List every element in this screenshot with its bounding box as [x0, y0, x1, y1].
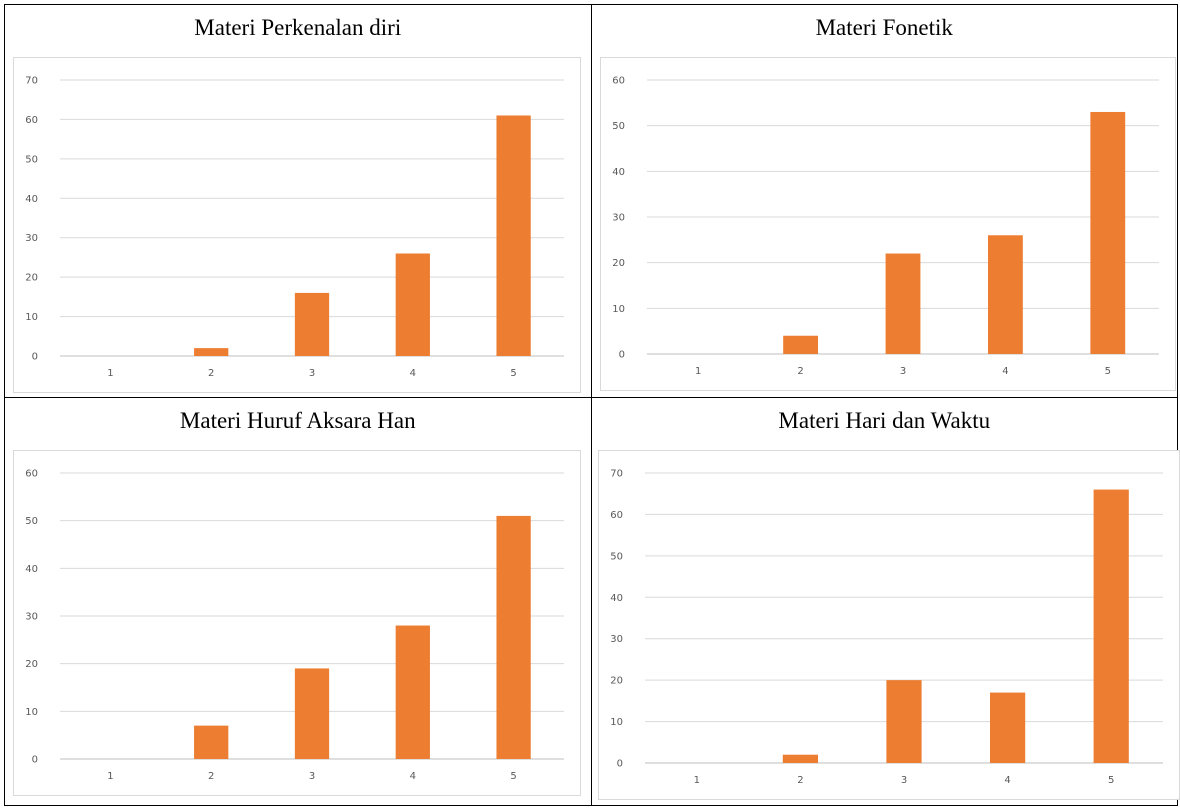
y-tick-label: 40 — [25, 564, 38, 575]
chart-cell-2: Materi Fonetik 0 10 20 30 40 50 60 1 2 3 4 5 — [590, 4, 1178, 398]
x-tick-label: 4 — [1004, 775, 1010, 786]
x-tick-label: 1 — [107, 368, 113, 379]
y-tick-label: 20 — [25, 273, 38, 284]
y-tick-label: 60 — [612, 76, 625, 87]
bar — [1093, 489, 1129, 763]
x-tick-label: 1 — [695, 366, 701, 377]
y-tick-label: 30 — [610, 634, 623, 645]
bar-chart: 0 10 20 30 40 50 60 70 1 2 3 4 5 — [25, 76, 564, 379]
y-tick-label: 10 — [25, 707, 38, 718]
y-tick-label: 20 — [25, 659, 38, 670]
bar — [194, 725, 229, 759]
chart-title: Materi Huruf Aksara Han — [179, 408, 416, 433]
y-tick-label: 60 — [25, 469, 38, 480]
y-tick-label: 50 — [25, 516, 38, 527]
x-tick-label: 4 — [1002, 366, 1008, 377]
y-tick-label: 50 — [25, 154, 38, 165]
y-tick-label: 30 — [612, 213, 625, 224]
x-tick-label: 1 — [107, 771, 113, 782]
y-tick-label: 30 — [25, 612, 38, 623]
bar — [885, 253, 920, 354]
y-tick-label: 10 — [25, 312, 38, 323]
y-tick-label: 40 — [25, 194, 38, 205]
y-tick-label: 60 — [610, 510, 623, 521]
chart-title: Materi Perkenalan diri — [194, 15, 402, 40]
y-tick-label: 60 — [25, 115, 38, 126]
bar — [989, 692, 1025, 763]
bar-chart: 0 10 20 30 40 50 60 1 2 3 4 5 — [612, 76, 1159, 377]
chart-frame: 0 10 20 30 40 50 60 70 1 2 3 4 5 — [13, 57, 581, 393]
y-tick-label: 20 — [612, 258, 625, 269]
y-tick-label: 0 — [32, 352, 38, 363]
x-tick-label: 4 — [410, 771, 416, 782]
chart-frame: 0 10 20 30 40 50 60 1 2 3 4 5 — [599, 57, 1176, 391]
y-tick-label: 0 — [32, 755, 38, 766]
y-tick-label: 0 — [616, 759, 622, 770]
chart-frame: 0 10 20 30 40 50 60 70 1 2 3 4 5 — [597, 450, 1180, 800]
x-tick-label: 3 — [900, 775, 906, 786]
x-tick-label: 3 — [899, 366, 905, 377]
x-tick-label: 3 — [309, 771, 315, 782]
bar — [395, 625, 430, 759]
chart-title: Materi Fonetik — [815, 15, 953, 40]
chart-cell-3: Materi Huruf Aksara Han 0 10 20 30 40 50 60 1 2 3… — [4, 397, 592, 806]
bar — [885, 680, 922, 763]
chart-grid-table: Materi Perkenalan diri 0 10 20 30 40 50 60 70 1 2… — [4, 4, 1180, 806]
x-tick-label: 4 — [410, 368, 416, 379]
x-tick-label: 5 — [1108, 775, 1114, 786]
bar — [782, 754, 818, 763]
bar — [987, 235, 1023, 354]
x-tick-label: 2 — [208, 368, 214, 379]
chart-cell-4: Materi Hari dan Waktu 0 10 20 30 40 50 60 70 1 2 3… — [590, 397, 1180, 806]
y-tick-label: 10 — [610, 717, 623, 728]
x-tick-label: 2 — [797, 366, 803, 377]
x-tick-label: 2 — [797, 775, 803, 786]
chart-frame: 0 10 20 30 40 50 60 1 2 3 4 5 — [13, 450, 581, 796]
y-tick-label: 70 — [610, 469, 623, 480]
bar — [395, 253, 430, 356]
y-tick-label: 40 — [612, 167, 625, 178]
bar — [1089, 111, 1125, 354]
x-tick-label: 1 — [693, 775, 699, 786]
x-tick-label: 5 — [510, 771, 516, 782]
bar — [496, 515, 531, 759]
bar — [782, 335, 818, 354]
bar — [194, 348, 229, 356]
y-tick-label: 40 — [610, 593, 623, 604]
x-tick-label: 3 — [309, 368, 315, 379]
y-tick-label: 50 — [612, 121, 625, 132]
y-tick-label: 10 — [612, 304, 625, 315]
chart-cell-1: Materi Perkenalan diri 0 10 20 30 40 50 60 70 1 2… — [4, 4, 592, 398]
bar-chart: 0 10 20 30 40 50 60 1 2 3 4 5 — [25, 469, 564, 782]
y-tick-label: 20 — [610, 676, 623, 687]
bar — [496, 115, 531, 356]
x-tick-label: 2 — [208, 771, 214, 782]
y-tick-label: 70 — [25, 76, 38, 87]
bar-chart: 0 10 20 30 40 50 60 70 1 2 3 4 5 — [610, 469, 1163, 786]
y-tick-label: 50 — [610, 551, 623, 562]
x-tick-label: 5 — [510, 368, 516, 379]
chart-title: Materi Hari dan Waktu — [778, 408, 991, 433]
bar — [294, 668, 330, 759]
y-tick-label: 30 — [25, 233, 38, 244]
y-tick-label: 0 — [618, 350, 624, 361]
x-tick-label: 5 — [1104, 366, 1110, 377]
bar — [294, 292, 330, 356]
